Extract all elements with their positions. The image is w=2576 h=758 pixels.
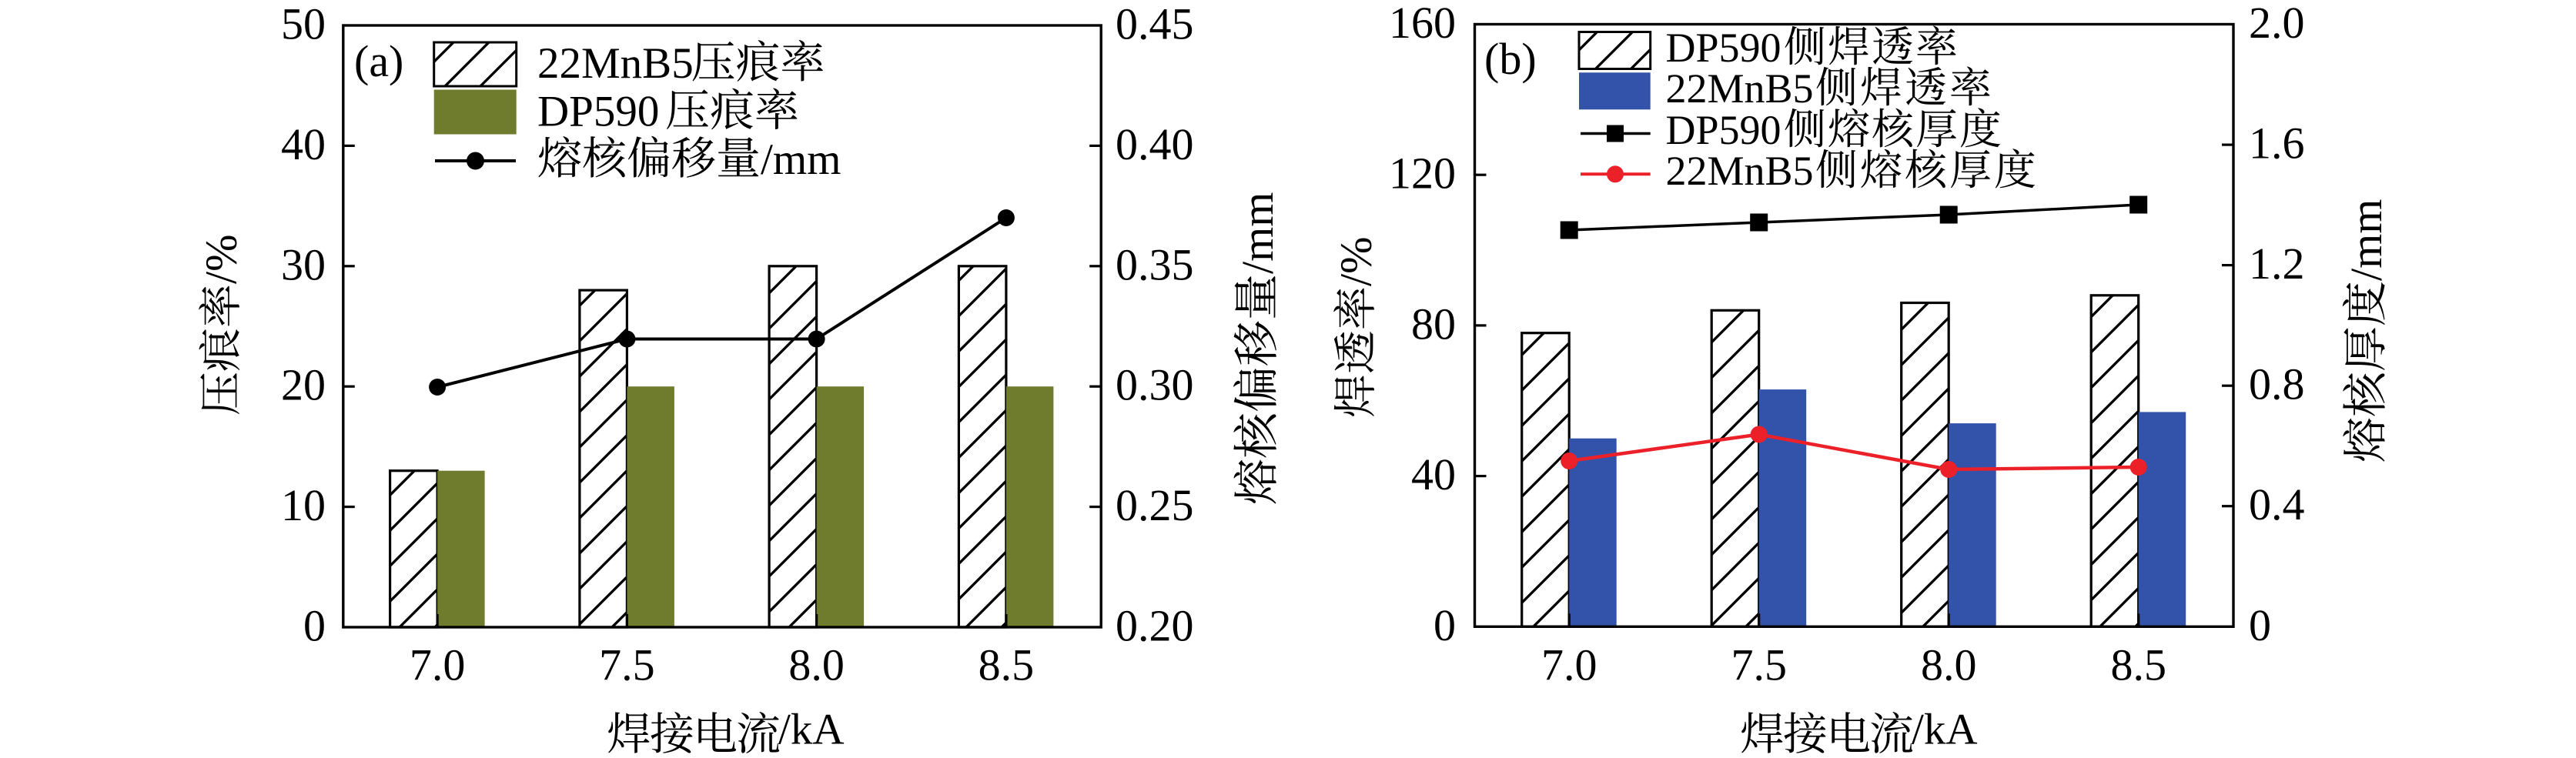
svg-text:0.20: 0.20 <box>1116 601 1194 651</box>
svg-text:/mm: /mm <box>2341 199 2391 281</box>
svg-text:/kA: /kA <box>778 706 845 754</box>
svg-text:20: 20 <box>281 360 326 410</box>
svg-text:0.8: 0.8 <box>2249 359 2305 409</box>
svg-text:22MnB5: 22MnB5 <box>537 39 694 88</box>
svg-text:0.40: 0.40 <box>1116 119 1194 169</box>
svg-text:160: 160 <box>1389 0 1456 48</box>
svg-text:7.5: 7.5 <box>1731 639 1787 690</box>
svg-text:/%: /% <box>196 235 246 284</box>
svg-text:DP590: DP590 <box>537 88 659 136</box>
svg-text:(b): (b) <box>1484 34 1537 84</box>
svg-text:1.2: 1.2 <box>2249 239 2305 289</box>
svg-text:7.0: 7.0 <box>410 639 466 690</box>
svg-text:0.35: 0.35 <box>1116 239 1194 289</box>
svg-text:0.45: 0.45 <box>1116 0 1194 49</box>
svg-text:0.25: 0.25 <box>1116 480 1194 530</box>
svg-text:2.0: 2.0 <box>2249 0 2305 48</box>
svg-text:(a): (a) <box>354 36 403 86</box>
svg-text:80: 80 <box>1411 299 1456 349</box>
svg-text:8.0: 8.0 <box>1921 639 1977 690</box>
svg-text:0.4: 0.4 <box>2249 479 2305 529</box>
svg-text:DP590: DP590 <box>1666 25 1781 71</box>
svg-text:8.5: 8.5 <box>979 639 1035 690</box>
svg-text:7.5: 7.5 <box>599 639 655 690</box>
svg-text:1.6: 1.6 <box>2249 119 2305 169</box>
svg-text:DP590: DP590 <box>1666 107 1781 153</box>
svg-text:40: 40 <box>281 119 326 169</box>
svg-text:/mm: /mm <box>1233 192 1283 274</box>
svg-text:0: 0 <box>2249 600 2271 650</box>
svg-text:0.30: 0.30 <box>1116 360 1194 410</box>
svg-text:8.0: 8.0 <box>788 639 845 690</box>
svg-text:8.5: 8.5 <box>2110 639 2166 690</box>
svg-text:/%: /% <box>1331 237 1381 286</box>
svg-text:0: 0 <box>1434 600 1456 650</box>
svg-text:120: 120 <box>1389 149 1456 199</box>
svg-text:7.0: 7.0 <box>1541 639 1597 690</box>
svg-text:22MnB5: 22MnB5 <box>1666 148 1814 194</box>
svg-text:40: 40 <box>1411 449 1456 499</box>
svg-text:0: 0 <box>303 601 326 651</box>
svg-text:/kA: /kA <box>1912 706 1978 754</box>
svg-text:22MnB5: 22MnB5 <box>1666 65 1814 112</box>
svg-text:/mm: /mm <box>761 135 841 184</box>
svg-text:50: 50 <box>281 0 326 49</box>
svg-text:10: 10 <box>281 480 326 530</box>
svg-text:30: 30 <box>281 239 326 289</box>
